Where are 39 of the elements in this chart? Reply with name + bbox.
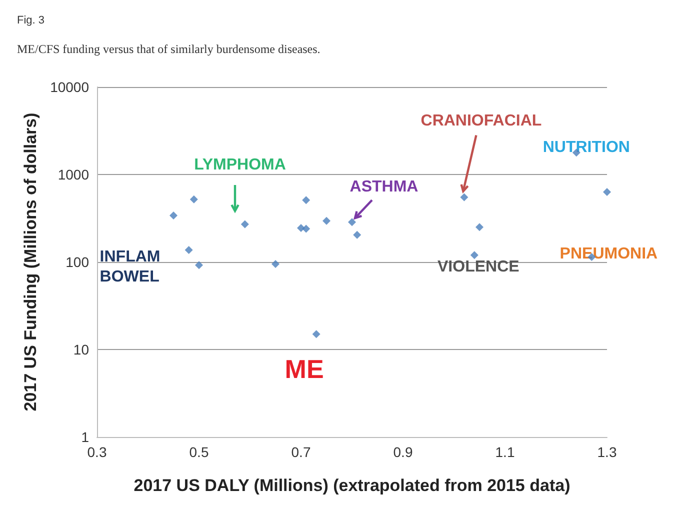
- x-tick-label: 0.9: [393, 444, 413, 460]
- y-tick-label: 1: [81, 429, 90, 445]
- point: [302, 224, 310, 233]
- y-tick-label: 10: [73, 342, 90, 358]
- y-tick-label: 1000: [58, 166, 90, 182]
- x-tick-label: 1.1: [495, 444, 515, 460]
- point: [170, 211, 178, 220]
- point: [272, 260, 280, 268]
- point: [190, 195, 198, 204]
- x-tick-label: 1.3: [597, 444, 617, 460]
- x-axis-title: 2017 US DALY (Millions) (extrapolated from 2015 data): [134, 476, 570, 495]
- x-tick-label: 0.3: [87, 444, 107, 460]
- annotation: VIOLENCE: [438, 258, 520, 276]
- point: [460, 193, 468, 202]
- y-tick-label: 100: [66, 254, 90, 270]
- x-tick-label: 0.7: [291, 444, 311, 460]
- x-tick-label: 0.5: [189, 444, 209, 460]
- point: [302, 196, 310, 204]
- point: [240, 220, 249, 228]
- annotation: INFLAM BOWEL: [100, 248, 160, 286]
- annotation: LYMPHOMA: [194, 156, 286, 174]
- chart-subtitle: ME/CFS funding versus that of similarly burdensome diseases.: [17, 42, 320, 56]
- point: [353, 230, 362, 239]
- point: [470, 251, 478, 260]
- annotation: ME: [284, 354, 324, 384]
- point: [312, 330, 320, 338]
- annotation: PNEUMONIA: [560, 246, 658, 263]
- point: [322, 216, 330, 225]
- point: [476, 223, 484, 232]
- point: [184, 246, 193, 254]
- annotation: NUTRITION: [542, 139, 630, 156]
- y-tick-label: 10000: [50, 79, 90, 95]
- y-axis-title: 2017 US Funding (Millions of dollars): [21, 112, 40, 412]
- point: [348, 218, 356, 226]
- annotation: ASTHMA: [350, 178, 419, 196]
- annotation: CRANIOFACIAL: [420, 112, 542, 130]
- point: [195, 261, 203, 270]
- point: [603, 188, 611, 196]
- chart-title: Fig. 3: [17, 14, 45, 26]
